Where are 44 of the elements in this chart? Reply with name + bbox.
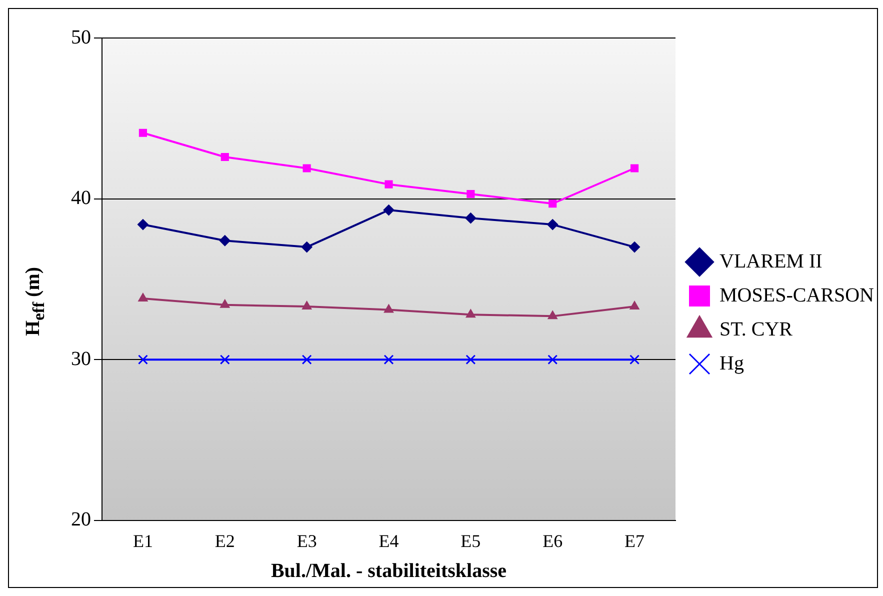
point xyxy=(302,164,311,172)
legend-label: MOSES-CARSON xyxy=(720,284,874,306)
point xyxy=(220,354,230,365)
point xyxy=(302,301,312,310)
point xyxy=(548,310,558,320)
y-tick-label: 20 xyxy=(71,508,91,531)
x-tick-label: E6 xyxy=(542,530,563,551)
point xyxy=(465,212,476,224)
point xyxy=(548,200,557,208)
point xyxy=(220,299,230,308)
x-axis-title: Bul./Mal. - stabiliteitsklasse xyxy=(270,560,507,582)
x-tick-label: E1 xyxy=(132,530,153,551)
point xyxy=(466,190,475,198)
x-tick-label: E3 xyxy=(296,530,317,551)
point xyxy=(383,204,394,216)
point xyxy=(138,354,148,365)
point xyxy=(138,292,148,302)
x-tick-label: E7 xyxy=(624,530,645,551)
y-tick-label: 40 xyxy=(71,187,91,210)
point xyxy=(630,164,639,172)
x-tick-label: E5 xyxy=(460,530,481,551)
point xyxy=(630,354,640,365)
y-tick-label: 50 xyxy=(71,26,91,48)
point xyxy=(629,242,640,253)
y-tick-label: 30 xyxy=(71,348,91,370)
point xyxy=(137,219,148,230)
legend-label: ST. CYR xyxy=(720,318,794,340)
legend-label: Hg xyxy=(720,352,744,374)
point xyxy=(384,354,394,365)
point xyxy=(301,242,312,253)
x-tick-label: E2 xyxy=(214,530,235,551)
legend-label: VLAREM II xyxy=(720,250,822,272)
point xyxy=(138,128,147,137)
point xyxy=(548,354,558,365)
point xyxy=(547,219,558,230)
point xyxy=(384,304,394,313)
point xyxy=(466,309,476,318)
point xyxy=(466,354,476,365)
point xyxy=(630,301,640,310)
point xyxy=(384,180,393,188)
point xyxy=(219,235,230,246)
point xyxy=(220,152,229,162)
x-tick-label: E4 xyxy=(378,530,399,551)
point xyxy=(302,354,312,365)
